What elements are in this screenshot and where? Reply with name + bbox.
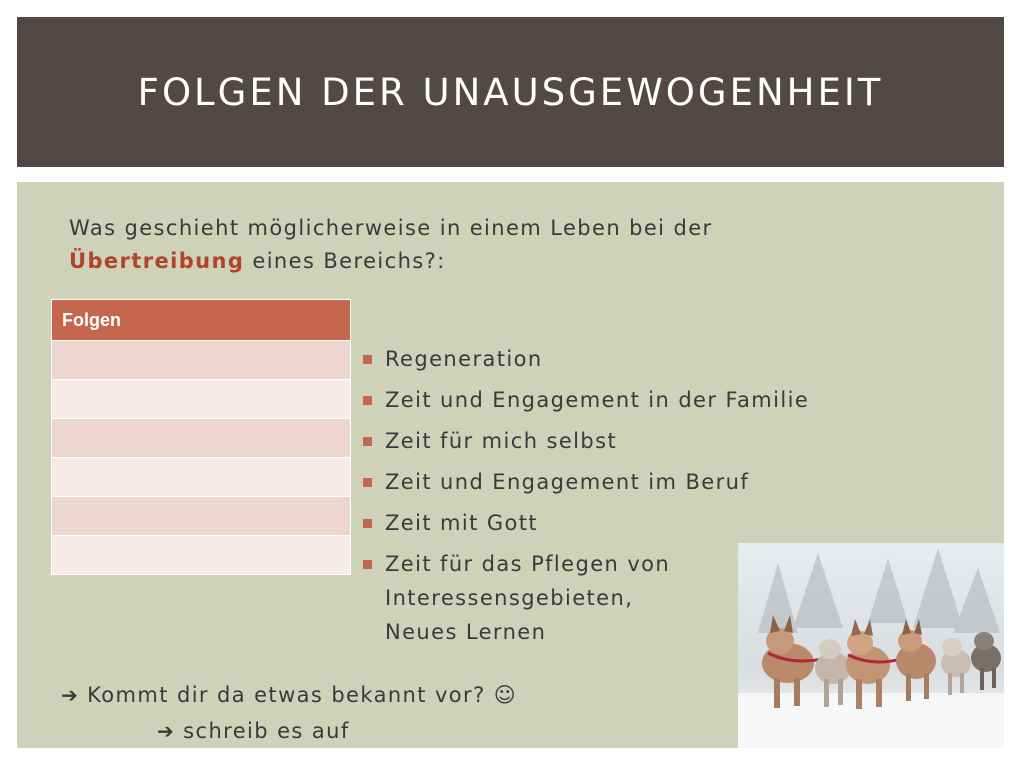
consequences-table: Folgen <box>51 299 351 575</box>
list-item: Zeit für das Pflegen von Interessensgebi… <box>359 547 919 649</box>
life-areas-list: Regeneration Zeit und Engagement in der … <box>359 342 919 656</box>
table-cell[interactable] <box>51 535 351 575</box>
table-header: Folgen <box>51 299 351 341</box>
prompt-text-1: Kommt dir da etwas bekannt vor? ☺ <box>87 683 517 707</box>
content-area: Was geschieht möglicherweise in einem Le… <box>17 182 1004 748</box>
square-bullet-icon <box>363 437 372 446</box>
question-text: Was geschieht möglicherweise in einem Le… <box>69 212 889 278</box>
question-prefix: Was geschieht möglicherweise in einem Le… <box>69 216 713 240</box>
square-bullet-icon <box>363 519 372 528</box>
list-item: Zeit und Engagement in der Familie <box>359 383 919 417</box>
table-row <box>51 496 351 536</box>
square-bullet-icon <box>363 560 372 569</box>
list-item-label: Regeneration <box>385 347 543 371</box>
table-row <box>51 535 351 575</box>
sled-dogs-illustration <box>738 543 1004 748</box>
table-cell[interactable] <box>51 379 351 419</box>
question-suffix: eines Bereichs?: <box>244 249 446 273</box>
list-item-label: Zeit und Engagement im Beruf <box>385 470 750 494</box>
square-bullet-icon <box>363 355 372 364</box>
list-item: Zeit und Engagement im Beruf <box>359 465 919 499</box>
list-item: Zeit mit Gott <box>359 506 919 540</box>
arrow-right-icon: ➔ <box>61 683 80 707</box>
arrow-right-icon: ➔ <box>157 719 176 743</box>
table-cell[interactable] <box>51 496 351 536</box>
list-item-label: Zeit und Engagement in der Familie <box>385 388 810 412</box>
list-item-label: Zeit mit Gott <box>385 511 539 535</box>
table-cell[interactable] <box>51 340 351 380</box>
list-item: Zeit für mich selbst <box>359 424 919 458</box>
question-highlight: Übertreibung <box>69 249 245 273</box>
list-item-label: Zeit für mich selbst <box>385 429 618 453</box>
prompt-line-2: ➔ schreib es auf <box>61 713 701 749</box>
prompt-lines: ➔ Kommt dir da etwas bekannt vor? ☺ ➔ schr… <box>61 677 701 749</box>
table-cell[interactable] <box>51 418 351 458</box>
table-row <box>51 457 351 497</box>
table-cell[interactable] <box>51 457 351 497</box>
table-row <box>51 418 351 458</box>
list-item-label-line1: Zeit für das Pflegen von <box>385 552 671 576</box>
prompt-line-1: ➔ Kommt dir da etwas bekannt vor? ☺ <box>61 677 701 713</box>
list-item-label-line2: Interessensgebieten, <box>385 586 634 610</box>
list-item: Regeneration <box>359 342 919 376</box>
square-bullet-icon <box>363 396 372 405</box>
prompt-text-2: schreib es auf <box>183 719 350 743</box>
square-bullet-icon <box>363 478 372 487</box>
table-row <box>51 379 351 419</box>
title-bar: Folgen der Unausgewogenheit <box>17 17 1004 167</box>
table-row <box>51 340 351 380</box>
slide-title: Folgen der Unausgewogenheit <box>137 70 884 114</box>
list-item-label-line3: Neues Lernen <box>385 620 547 644</box>
sled-dogs-photo <box>738 543 1004 748</box>
